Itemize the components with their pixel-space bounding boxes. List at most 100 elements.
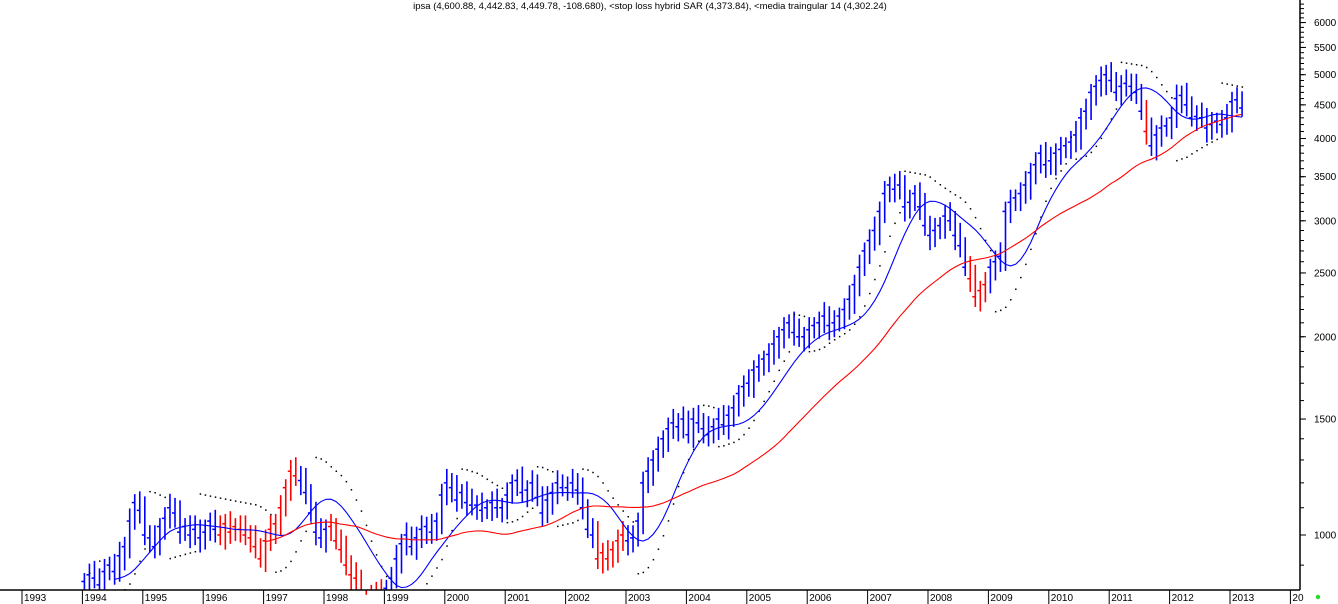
sar-dot <box>954 194 957 196</box>
sar-dot <box>144 548 146 550</box>
sar-dot <box>1211 141 1213 143</box>
sar-dot <box>632 521 635 523</box>
sar-dot <box>1040 216 1042 218</box>
sar-dot <box>88 572 91 575</box>
sar-dot <box>154 491 156 494</box>
sar-dot <box>884 251 886 253</box>
sar-dot <box>1030 248 1032 251</box>
sar-dot <box>1015 288 1017 290</box>
sar-dot <box>179 554 182 557</box>
long-ma-line <box>265 113 1243 543</box>
sar-dot <box>265 509 267 511</box>
x-tick-label: 2004 <box>688 593 711 604</box>
y-tick-label: 4500 <box>1314 100 1337 111</box>
sar-dot <box>944 187 947 190</box>
sar-dot <box>426 582 428 585</box>
sar-dot <box>1150 70 1153 73</box>
sar-dot <box>753 419 755 422</box>
sar-dot <box>828 342 831 345</box>
sar-dot <box>607 490 609 492</box>
sar-dot <box>1231 84 1233 86</box>
y-tick-label: 2500 <box>1314 268 1337 279</box>
sar-dot <box>843 332 846 335</box>
sar-dot <box>899 212 901 214</box>
sar-dot <box>773 380 775 383</box>
sar-dot <box>667 520 670 522</box>
sar-dot <box>662 535 665 537</box>
sar-dot <box>934 180 937 182</box>
sar-dot <box>1110 118 1113 120</box>
sar-dot <box>718 445 720 448</box>
sar-dot <box>531 507 534 510</box>
sar-dot <box>552 470 554 473</box>
sar-dot <box>290 560 292 563</box>
sar-dot <box>189 552 192 554</box>
sar-dot <box>476 472 478 475</box>
sar-dot <box>989 249 992 252</box>
sar-dot <box>174 556 176 558</box>
sar-dot <box>355 499 358 501</box>
sar-dot <box>763 400 765 403</box>
sar-dot <box>345 480 348 483</box>
sar-dot <box>350 489 353 491</box>
sar-dot <box>808 350 811 353</box>
sar-dot <box>270 513 272 516</box>
sar-dot <box>300 540 302 542</box>
sar-dot <box>1060 170 1062 172</box>
sar-dot <box>803 315 806 318</box>
sar-dot <box>864 305 866 307</box>
sar-dot <box>677 485 680 488</box>
sar-dot <box>330 466 333 468</box>
sar-dot <box>446 545 448 547</box>
sar-dot <box>728 443 730 445</box>
sar-dot <box>1140 64 1143 67</box>
sar-dot <box>914 172 916 174</box>
sar-dot <box>471 470 473 473</box>
sar-dot <box>587 469 589 471</box>
x-tick-label: 20 <box>1292 593 1304 604</box>
sar-dot <box>974 216 977 219</box>
x-tick-label: 2007 <box>870 593 893 604</box>
sar-dot <box>184 553 187 556</box>
sar-dot <box>904 170 906 173</box>
sar-dot <box>1075 158 1077 160</box>
sar-dot <box>1216 138 1218 141</box>
sar-dot <box>1161 84 1163 86</box>
x-tick-label: 2003 <box>628 593 651 604</box>
sar-dot <box>617 504 619 506</box>
sar-dot <box>869 292 871 295</box>
sar-dot <box>692 448 695 451</box>
sar-dot <box>536 466 539 468</box>
sar-dot <box>567 523 569 525</box>
sar-dot <box>1236 85 1239 87</box>
sar-dot <box>295 551 297 553</box>
sar-dot <box>909 171 911 173</box>
sar-dot <box>833 339 836 341</box>
sar-dot <box>874 278 876 281</box>
sar-dot <box>1206 144 1208 146</box>
sar-dot <box>622 510 624 512</box>
sar-dot <box>768 390 770 393</box>
x-tick-label: 2000 <box>447 593 470 604</box>
x-tick-label: 2012 <box>1172 593 1195 604</box>
sar-dot <box>340 474 343 477</box>
sar-dot <box>234 500 237 502</box>
sar-dot <box>335 470 338 473</box>
sar-dot <box>1100 137 1103 140</box>
sar-dot <box>823 346 826 348</box>
sar-dot <box>441 558 443 561</box>
sar-dot <box>848 329 851 331</box>
status-indicator-dot <box>1315 594 1321 600</box>
sar-dot <box>239 501 242 503</box>
sar-dot <box>496 484 499 487</box>
sar-dot <box>682 471 685 474</box>
y-tick-label: 5500 <box>1314 43 1337 54</box>
y-tick-label: 1000 <box>1314 531 1337 542</box>
sar-dot <box>260 506 262 508</box>
sar-dot <box>672 503 675 505</box>
sar-dot <box>1045 200 1047 203</box>
y-tick-label: 3000 <box>1314 216 1337 227</box>
sar-dot <box>788 351 791 353</box>
x-tick-label: 1998 <box>326 593 349 604</box>
sar-dot <box>642 571 645 574</box>
